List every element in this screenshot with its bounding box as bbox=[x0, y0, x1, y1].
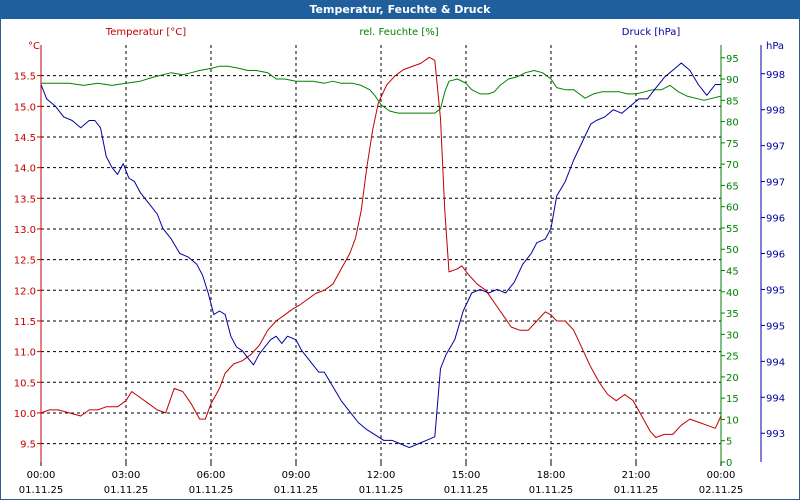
pressure-tick-label: 994 bbox=[766, 393, 785, 404]
humidity-tick-label: 5 bbox=[726, 437, 732, 448]
pressure-tick-label: 997 bbox=[766, 142, 785, 153]
humidity-tick-label: 50 bbox=[726, 245, 739, 256]
series-pressure-line bbox=[40, 62, 721, 449]
x-tick-time: 12:00 bbox=[367, 470, 396, 481]
temperature-tick-label: 11.0 bbox=[14, 348, 36, 359]
x-tick-date: 01.11.25 bbox=[529, 485, 574, 496]
temperature-axis-title: Temperatur [°C] bbox=[105, 27, 186, 38]
temperature-tick-label: 14.0 bbox=[14, 164, 36, 175]
x-tick-date: 01.11.25 bbox=[274, 485, 319, 496]
pressure-tick-label: 995 bbox=[766, 321, 785, 332]
humidity-tick-label: 85 bbox=[726, 96, 739, 107]
pressure-tick-label: 998 bbox=[766, 106, 785, 117]
temperature-tick-label: 10.0 bbox=[14, 409, 36, 420]
series-temperature-line bbox=[40, 56, 722, 438]
humidity-tick-label: 65 bbox=[726, 181, 739, 192]
series-humidity-line bbox=[41, 65, 722, 114]
x-tick-time: 21:00 bbox=[622, 470, 651, 481]
pressure-tick-label: 993 bbox=[766, 429, 785, 440]
temperature-tick-label: 10.5 bbox=[14, 378, 36, 389]
temperature-tick-label: 15.0 bbox=[14, 102, 36, 113]
humidity-tick-label: 55 bbox=[726, 224, 739, 235]
humidity-tick-label: 80 bbox=[726, 118, 739, 129]
pressure-tick-label: 998 bbox=[766, 70, 785, 81]
pressure-tick-label: 997 bbox=[766, 178, 785, 189]
temperature-tick-label: 14.5 bbox=[14, 133, 36, 144]
pressure-axis-title: Druck [hPa] bbox=[622, 27, 681, 38]
x-tick-date: 02.11.25 bbox=[699, 485, 744, 496]
pressure-unit-label: hPa bbox=[766, 41, 784, 52]
x-tick-time: 03:00 bbox=[112, 470, 141, 481]
humidity-tick-label: 30 bbox=[726, 330, 739, 341]
pressure-tick-label: 994 bbox=[766, 357, 785, 368]
humidity-tick-label: 45 bbox=[726, 267, 739, 278]
temperature-tick-label: 13.5 bbox=[14, 194, 36, 205]
x-tick-date: 01.11.25 bbox=[359, 485, 404, 496]
x-tick-date: 01.11.25 bbox=[189, 485, 234, 496]
x-tick-time: 09:00 bbox=[282, 470, 311, 481]
humidity-tick-label: 60 bbox=[726, 203, 739, 214]
pressure-tick-label: 996 bbox=[766, 250, 785, 261]
x-tick-time: 18:00 bbox=[537, 470, 566, 481]
temperature-tick-label: 15.5 bbox=[14, 72, 36, 83]
temperature-unit-label: °C bbox=[28, 41, 40, 52]
x-tick-date: 01.11.25 bbox=[444, 485, 489, 496]
temperature-tick-label: 11.5 bbox=[14, 317, 36, 328]
humidity-tick-label: 40 bbox=[726, 288, 739, 299]
humidity-tick-label: 0 bbox=[726, 458, 732, 469]
humidity-tick-label: 10 bbox=[726, 415, 739, 426]
pressure-tick-label: 995 bbox=[766, 285, 785, 296]
temperature-tick-label: 13.0 bbox=[14, 225, 36, 236]
humidity-tick-label: 90 bbox=[726, 75, 739, 86]
x-tick-time: 06:00 bbox=[197, 470, 226, 481]
humidity-tick-label: 25 bbox=[726, 352, 739, 363]
temperature-tick-label: 12.5 bbox=[14, 256, 36, 267]
humidity-tick-label: 70 bbox=[726, 160, 739, 171]
pressure-tick-label: 996 bbox=[766, 214, 785, 225]
x-tick-time: 15:00 bbox=[452, 470, 481, 481]
humidity-tick-label: 15 bbox=[726, 394, 739, 405]
temperature-tick-label: 12.0 bbox=[14, 286, 36, 297]
humidity-tick-label: 20 bbox=[726, 373, 739, 384]
x-tick-time: 00:00 bbox=[27, 470, 56, 481]
humidity-tick-label: 75 bbox=[726, 139, 739, 150]
humidity-axis-title: rel. Feuchte [%] bbox=[359, 27, 438, 38]
x-tick-date: 01.11.25 bbox=[104, 485, 149, 496]
window-title: Temperatur, Feuchte & Druck bbox=[1, 1, 799, 19]
humidity-tick-label: 95 bbox=[726, 54, 739, 65]
temperature-tick-label: 9.5 bbox=[20, 440, 36, 451]
humidity-tick-label: 35 bbox=[726, 309, 739, 320]
x-tick-time: 00:00 bbox=[707, 470, 736, 481]
x-tick-date: 01.11.25 bbox=[19, 485, 64, 496]
x-tick-date: 01.11.25 bbox=[614, 485, 659, 496]
